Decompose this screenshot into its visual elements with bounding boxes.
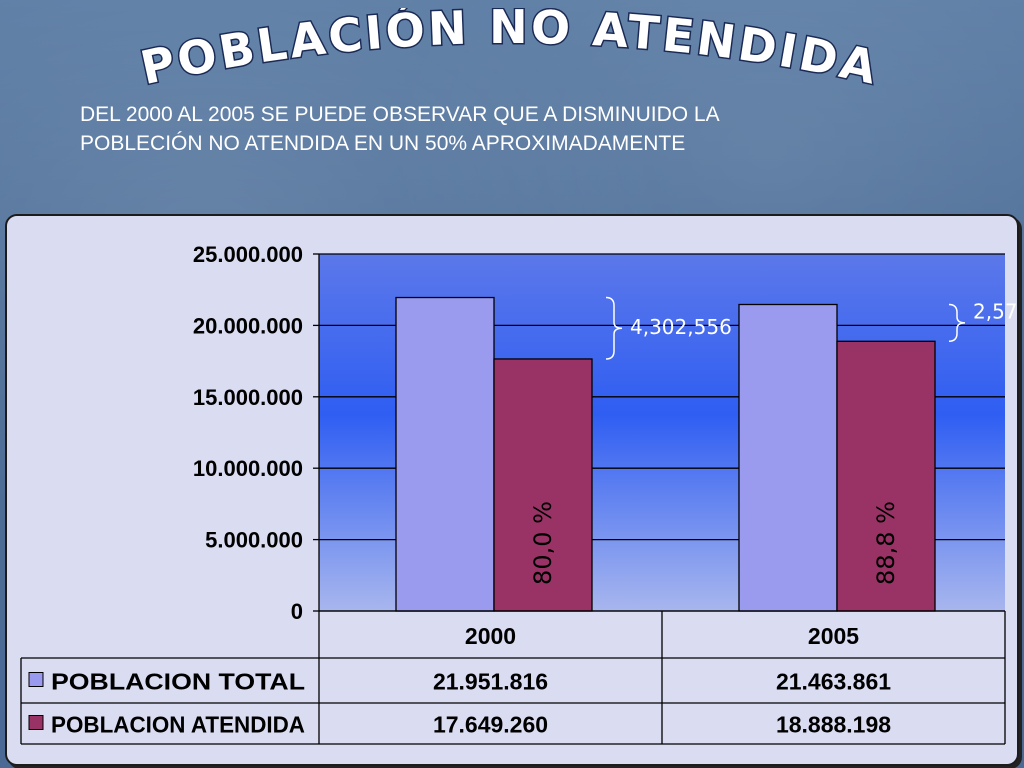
y-tick-label: 0 [291,599,303,624]
annotations: 4,302,556 80,0 % 2,575,663 88,8 % [529,296,1017,585]
percentage-label-2005: 88,8 % [872,501,900,585]
y-tick-label: 15.000.000 [193,385,303,410]
bar-atendida-2005 [836,340,936,612]
data-table-value: 21.463.861 [776,669,891,695]
subtitle-line-2: POBLECIÓN NO ATENDIDA EN UN 50% APROXIMA… [80,132,686,155]
bar-chart: 0 5.000.000 10.000.000 15.000.000 20.000.000… [20,242,1017,745]
bar-total-2005 [738,303,838,612]
difference-label-2000: 4,302,556 [630,315,732,339]
legend-label: POBLACION TOTAL [51,669,305,695]
y-tick-label: 25.000.000 [193,242,303,267]
data-table-value: 18.888.198 [776,712,891,738]
subtitle: DEL 2000 AL 2005 SE PUEDE OBSERVAR QUE A… [80,100,840,158]
difference-label-2005: 2,575,663 [973,299,1017,323]
y-axis: 0 5.000.000 10.000.000 15.000.000 20.000.000… [193,242,320,624]
y-tick-label: 20.000.000 [193,313,303,338]
subtitle-line-1: DEL 2000 AL 2005 SE PUEDE OBSERVAR QUE A… [80,103,720,126]
percentage-label-2000: 80,0 % [529,501,557,585]
x-tick-label: 2000 [465,623,516,649]
x-tick-label: 2005 [808,623,859,649]
legend-label: POBLACION ATENDIDA [51,712,305,738]
bars [395,296,936,612]
data-table-value: 21.951.816 [433,669,548,695]
bar-total-2000 [395,296,495,612]
slide-title: POBLACIÓN NO ATENDIDA [134,8,884,97]
data-table-value: 17.649.260 [433,712,548,738]
slide-title-text: POBLACIÓN NO ATENDIDA [136,8,884,95]
chart-panel: 0 5.000.000 10.000.000 15.000.000 20.000.000… [5,214,1019,766]
legend-swatch [28,715,44,730]
y-tick-label: 10.000.000 [193,456,303,481]
data-table: 2000 2005 POBLACION TOTAL 21.951.816 21.463.… [20,610,1006,745]
legend-swatch [28,672,44,687]
y-tick-label: 5.000.000 [205,528,303,553]
difference-brace-2005 [948,303,966,343]
difference-brace-2000 [605,296,623,360]
